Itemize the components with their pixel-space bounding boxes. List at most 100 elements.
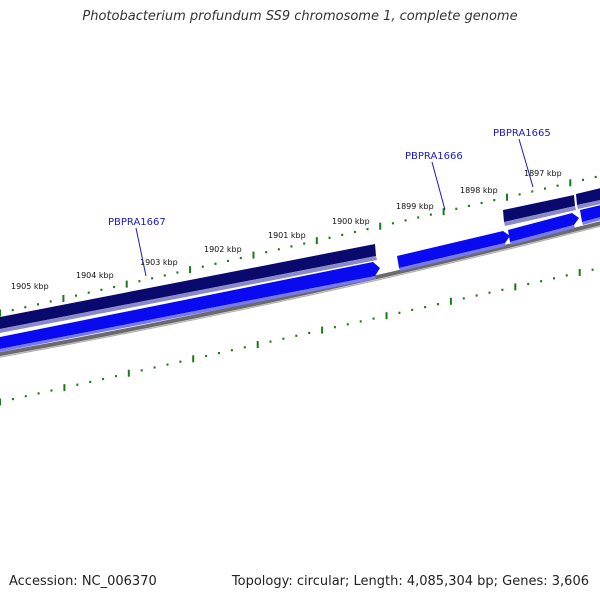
upper-tick-mark	[493, 199, 496, 202]
lower-tick-mark	[11, 398, 14, 401]
lower-tick-mark	[166, 363, 169, 366]
upper-tick-mark	[239, 256, 242, 260]
lower-tick-track	[0, 268, 594, 406]
cds-band-bottom[interactable]	[0, 204, 600, 353]
accession-text: Accession: NC_006370	[9, 574, 157, 589]
upper-tick-mark	[569, 179, 572, 187]
lower-tick-mark	[37, 392, 40, 395]
upper-tick-mark	[163, 274, 166, 277]
lower-tick-mark	[424, 306, 427, 309]
upper-tick-mark	[455, 207, 458, 210]
lower-tick-mark	[578, 269, 581, 276]
lower-tick-mark	[488, 291, 491, 294]
lower-tick-mark	[398, 311, 401, 314]
upper-tick-mark	[265, 251, 268, 254]
lower-tick-mark	[333, 326, 336, 329]
upper-tick-mark	[290, 245, 293, 248]
gene-arrow-pbpra1665[interactable]	[508, 213, 579, 242]
gene-arrow-pbpra1667[interactable]	[0, 262, 380, 350]
upper-tick-mark	[315, 237, 318, 245]
gene-feature-edge-top[interactable]	[576, 187, 600, 205]
upper-tick-mark	[353, 230, 356, 234]
lower-tick-mark	[269, 340, 272, 343]
lower-tick-mark	[527, 282, 530, 286]
lower-tick-mark	[385, 312, 388, 320]
upper-tick-mark	[227, 259, 230, 262]
kbp-label-1905: 1905 kbp	[11, 282, 49, 291]
lower-tick-mark	[140, 369, 143, 372]
gene-arrow-edge[interactable]	[580, 204, 600, 222]
lower-tick-mark	[359, 320, 362, 323]
upper-tick-mark	[201, 265, 204, 268]
lower-tick-mark	[501, 288, 504, 291]
upper-tick-mark	[49, 300, 52, 303]
lower-tick-mark	[256, 341, 259, 348]
gene-feature-pbpra1665-top[interactable]	[503, 195, 575, 222]
upper-tick-mark	[0, 309, 1, 317]
upper-tick-mark	[594, 175, 597, 179]
lower-tick-mark	[89, 380, 92, 383]
lower-tick-mark	[540, 280, 543, 283]
upper-tick-mark	[582, 178, 584, 181]
upper-tick-mark	[417, 216, 420, 219]
genome-summary-text: Topology: circular; Length: 4,085,304 bp…	[231, 574, 589, 589]
lower-tick-mark	[475, 294, 478, 297]
upper-tick-mark	[189, 266, 192, 274]
upper-tick-mark	[252, 251, 255, 259]
map-title: Photobacterium profundum SS9 chromosome …	[82, 9, 518, 24]
kbp-label-1902: 1902 kbp	[204, 245, 242, 254]
upper-tick-mark	[37, 303, 39, 306]
kbp-label-1903: 1903 kbp	[140, 258, 178, 267]
lower-tick-mark	[282, 337, 285, 340]
lower-tick-mark	[50, 389, 53, 392]
upper-tick-mark	[531, 190, 534, 193]
lower-tick-mark	[63, 384, 66, 392]
upper-tick-mark	[467, 204, 470, 207]
lower-tick-mark	[565, 274, 568, 277]
lower-tick-mark	[76, 383, 79, 386]
gene-feature-pbpra1667-top[interactable]	[0, 244, 376, 330]
upper-tick-mark	[506, 193, 508, 201]
lower-tick-mark	[321, 326, 324, 334]
lower-tick-mark	[0, 398, 1, 406]
upper-tick-mark	[429, 213, 432, 216]
upper-tick-mark	[151, 277, 154, 280]
upper-tick-mark	[518, 193, 521, 196]
lower-tick-mark	[243, 346, 246, 349]
gene-label-pbpra1665[interactable]: PBPRA1665	[493, 128, 551, 139]
upper-tick-mark	[176, 271, 179, 274]
kbp-label-1897: 1897 kbp	[524, 169, 562, 178]
upper-tick-mark	[277, 248, 280, 251]
upper-tick-mark	[442, 208, 445, 216]
kbp-label-1900: 1900 kbp	[332, 217, 370, 226]
cds-band-top[interactable]	[0, 187, 600, 334]
lower-tick-mark	[205, 354, 208, 358]
lower-tick-mark	[553, 277, 555, 280]
upper-tick-mark	[480, 201, 483, 205]
lower-tick-mark	[346, 323, 349, 326]
lower-tick-mark	[437, 303, 439, 306]
backbone-line	[0, 221, 600, 358]
kbp-label-1904: 1904 kbp	[76, 271, 114, 280]
lower-tick-mark	[514, 283, 517, 291]
lower-tick-mark	[179, 360, 182, 363]
upper-tick-mark	[125, 280, 128, 288]
gene-arrow-pbpra1666[interactable]	[397, 231, 510, 268]
lower-tick-mark	[449, 297, 452, 305]
upper-tick-mark	[404, 219, 407, 222]
lower-tick-mark	[591, 268, 594, 271]
lower-tick-mark	[102, 377, 105, 381]
upper-tick-mark	[556, 184, 559, 187]
upper-tick-mark	[87, 291, 90, 294]
upper-tick-mark	[379, 222, 382, 230]
lower-tick-mark	[114, 375, 117, 378]
upper-tick-mark	[75, 294, 77, 297]
lower-tick-mark	[295, 334, 298, 337]
kbp-labels: 1897 kbp 1898 kbp 1899 kbp 1900 kbp 1901…	[11, 169, 562, 291]
lower-tick-mark	[192, 355, 195, 363]
lower-tick-mark	[462, 297, 465, 300]
kbp-label-1901: 1901 kbp	[268, 231, 306, 240]
gene-label-pbpra1666[interactable]: PBPRA1666	[405, 151, 463, 162]
gene-label-pbpra1667[interactable]: PBPRA1667	[108, 217, 166, 228]
